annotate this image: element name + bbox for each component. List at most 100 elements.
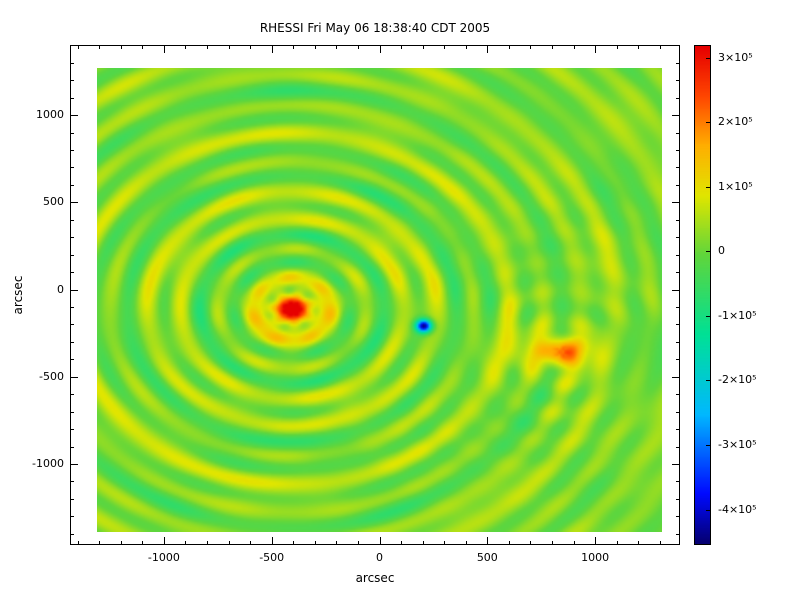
x-major-tick: [271, 537, 273, 544]
x-minor-tick: [508, 541, 510, 544]
x-major-tick: [163, 537, 165, 544]
x-minor-tick: [336, 541, 338, 544]
x-minor-tick: [120, 46, 122, 49]
colorbar-label: -2×10⁵: [718, 373, 757, 387]
y-minor-tick: [71, 341, 74, 343]
colorbar-label: 2×10⁵: [718, 115, 753, 129]
colorbar-label: -1×10⁵: [718, 308, 757, 322]
y-major-tick: [672, 463, 679, 465]
x-minor-tick: [616, 541, 618, 544]
y-minor-tick: [71, 219, 74, 221]
y-minor-tick: [71, 80, 74, 82]
x-minor-tick: [314, 541, 316, 544]
y-minor-tick: [71, 429, 74, 431]
x-minor-tick: [465, 541, 467, 544]
x-minor-tick: [552, 46, 554, 49]
x-major-tick: [163, 46, 165, 53]
x-minor-tick: [99, 46, 101, 49]
y-minor-tick: [71, 498, 74, 500]
y-minor-tick: [71, 306, 74, 308]
x-minor-tick: [336, 46, 338, 49]
colorbar-tick: [706, 122, 710, 124]
colorbar-label: -4×10⁵: [718, 502, 757, 516]
x-tick-label: -500: [259, 551, 285, 564]
y-major-tick: [71, 202, 78, 204]
y-minor-tick: [676, 272, 679, 274]
y-minor-tick: [676, 394, 679, 396]
y-minor-tick: [71, 62, 74, 64]
x-minor-tick: [552, 541, 554, 544]
x-tick-label: 1000: [581, 551, 610, 564]
y-minor-tick: [71, 481, 74, 483]
x-minor-tick: [659, 46, 661, 49]
x-major-tick: [379, 46, 381, 53]
x-minor-tick: [228, 46, 230, 49]
x-tick-label: 0: [376, 551, 383, 564]
heatmap-image: [97, 68, 662, 532]
y-minor-tick: [71, 324, 74, 326]
y-minor-tick: [71, 132, 74, 134]
colorbar-label: 1×10⁵: [718, 179, 753, 193]
y-tick-label: 0: [57, 282, 64, 296]
y-minor-tick: [676, 533, 679, 535]
x-minor-tick: [142, 46, 144, 49]
x-minor-tick: [401, 541, 403, 544]
y-minor-tick: [676, 149, 679, 151]
x-minor-tick: [357, 46, 359, 49]
x-minor-tick: [444, 46, 446, 49]
x-minor-tick: [250, 46, 252, 49]
colorbar-tick: [706, 509, 710, 511]
x-minor-tick: [422, 46, 424, 49]
y-minor-tick: [676, 341, 679, 343]
y-minor-tick: [676, 254, 679, 256]
x-minor-tick: [422, 541, 424, 544]
y-major-tick: [71, 376, 78, 378]
x-minor-tick: [206, 46, 208, 49]
y-minor-tick: [71, 446, 74, 448]
y-minor-tick: [71, 359, 74, 361]
y-minor-tick: [71, 394, 74, 396]
y-minor-tick: [71, 149, 74, 151]
x-minor-tick: [659, 541, 661, 544]
y-tick-label: -1000: [32, 456, 64, 470]
x-minor-tick: [573, 541, 575, 544]
colorbar-tick: [706, 57, 710, 59]
y-minor-tick: [676, 132, 679, 134]
x-minor-tick: [314, 46, 316, 49]
y-major-tick: [71, 115, 78, 117]
x-minor-tick: [185, 46, 187, 49]
x-minor-tick: [293, 541, 295, 544]
x-major-tick: [487, 537, 489, 544]
x-major-tick: [379, 537, 381, 544]
y-major-tick: [672, 289, 679, 291]
y-minor-tick: [71, 516, 74, 518]
x-minor-tick: [77, 541, 79, 544]
x-minor-tick: [293, 46, 295, 49]
colorbar-label: 3×10⁵: [718, 50, 753, 64]
y-minor-tick: [71, 411, 74, 413]
y-minor-tick: [676, 219, 679, 221]
y-minor-tick: [71, 167, 74, 169]
x-minor-tick: [530, 46, 532, 49]
colorbar-gradient: [695, 46, 710, 544]
y-major-tick: [672, 376, 679, 378]
x-minor-tick: [228, 541, 230, 544]
y-minor-tick: [676, 446, 679, 448]
y-minor-tick: [71, 272, 74, 274]
y-minor-tick: [676, 429, 679, 431]
y-major-tick: [672, 115, 679, 117]
x-minor-tick: [444, 541, 446, 544]
colorbar-tick: [706, 251, 710, 253]
y-minor-tick: [71, 184, 74, 186]
y-minor-tick: [676, 411, 679, 413]
y-tick-label: 1000: [36, 108, 64, 122]
x-minor-tick: [638, 46, 640, 49]
x-tick-label: -1000: [147, 551, 180, 564]
plot-title: RHESSI Fri May 06 18:38:40 CDT 2005: [259, 21, 491, 35]
x-major-tick: [487, 46, 489, 53]
colorbar-tick: [706, 380, 710, 382]
y-minor-tick: [71, 533, 74, 535]
y-major-tick: [71, 463, 78, 465]
x-minor-tick: [250, 541, 252, 544]
